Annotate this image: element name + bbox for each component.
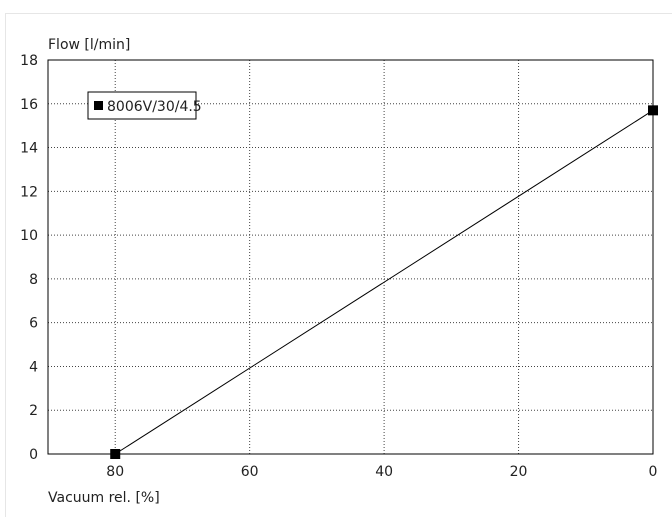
plot-border	[47, 59, 654, 455]
y-tick-label: 4	[29, 359, 38, 375]
y-axis-label: Flow [l/min]	[48, 37, 130, 53]
chart-frame	[5, 13, 672, 517]
series-line	[114, 109, 654, 455]
x-tick-label: 80	[106, 464, 124, 480]
axis-ticks: 0 2 4 6 8 10 12 14 16 18 80 60 40 20 0	[20, 53, 657, 480]
y-tick-label: 10	[20, 228, 38, 244]
x-tick-label: 60	[241, 464, 259, 480]
series	[110, 105, 658, 459]
legend-marker	[94, 101, 103, 110]
y-tick-label: 0	[29, 447, 38, 463]
legend-box	[87, 91, 197, 120]
y-tick-label: 12	[20, 184, 38, 200]
x-tick-label: 40	[375, 464, 393, 480]
y-tick-label: 8	[29, 272, 38, 288]
y-tick-label: 14	[20, 141, 38, 157]
legend: 8006V/30/4.5	[87, 91, 202, 120]
x-axis-label: Vacuum rel. [%]	[48, 490, 160, 506]
y-tick-label: 2	[29, 403, 38, 419]
legend-label: 8006V/30/4.5	[107, 99, 202, 115]
grid	[48, 60, 653, 454]
x-tick-label: 0	[649, 464, 658, 480]
data-point-marker	[648, 105, 658, 116]
y-tick-label: 6	[29, 316, 38, 332]
data-point-marker	[110, 449, 121, 459]
y-tick-label: 18	[20, 53, 38, 69]
x-tick-label: 20	[510, 464, 528, 480]
y-tick-label: 16	[20, 97, 38, 113]
